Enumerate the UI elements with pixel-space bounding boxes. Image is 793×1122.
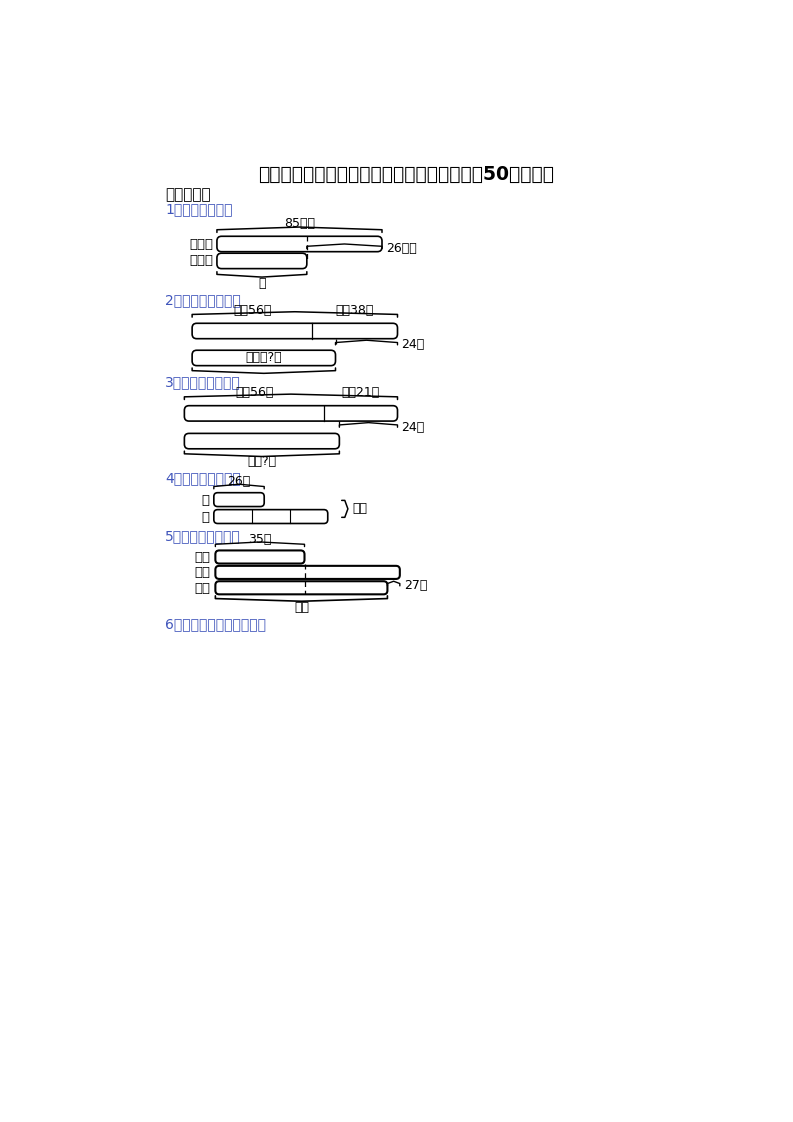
Text: 梨树38棵: 梨树38棵: [335, 304, 374, 316]
Text: 3．看图列式计算。: 3．看图列式计算。: [165, 376, 241, 389]
FancyBboxPatch shape: [216, 551, 305, 563]
Text: 鸡: 鸡: [201, 494, 209, 507]
Text: 5．看图列式解答。: 5．看图列式解答。: [165, 530, 241, 543]
FancyBboxPatch shape: [185, 433, 339, 449]
Text: 24个: 24个: [401, 421, 424, 434]
Text: 2．看图列式计算。: 2．看图列式计算。: [165, 293, 241, 307]
FancyBboxPatch shape: [214, 509, 328, 524]
Text: 24棵: 24棵: [401, 339, 424, 351]
Text: 红花: 红花: [195, 567, 211, 579]
Text: ？: ？: [259, 277, 266, 289]
FancyBboxPatch shape: [217, 254, 307, 268]
Text: 26只: 26只: [228, 476, 251, 488]
FancyBboxPatch shape: [185, 406, 397, 421]
Text: 85千克: 85千克: [284, 218, 315, 230]
FancyBboxPatch shape: [214, 493, 264, 506]
Text: 蓝花: 蓝花: [195, 551, 211, 564]
Text: ？朵: ？朵: [294, 601, 309, 614]
Text: 苹果树?棵: 苹果树?棵: [246, 351, 282, 365]
FancyBboxPatch shape: [216, 581, 388, 595]
Text: ？只: ？只: [353, 503, 367, 515]
Text: 黄花: 黄花: [195, 581, 211, 595]
Text: 4．看图列式解答。: 4．看图列式解答。: [165, 471, 241, 485]
Text: 篮球56个: 篮球56个: [235, 386, 274, 399]
Text: 35朵: 35朵: [248, 533, 272, 546]
Text: 鸭: 鸭: [201, 511, 209, 524]
FancyBboxPatch shape: [216, 565, 400, 579]
Text: 一、选择题: 一、选择题: [165, 187, 211, 202]
FancyBboxPatch shape: [192, 350, 335, 366]
Text: 排球21个: 排球21个: [342, 386, 380, 399]
Text: 6．看图列式计算并解答。: 6．看图列式计算并解答。: [165, 617, 266, 632]
Text: 足球?个: 足球?个: [247, 456, 277, 468]
Text: 桃树56棵: 桃树56棵: [233, 304, 271, 316]
FancyBboxPatch shape: [192, 323, 397, 339]
Text: 青菜：: 青菜：: [190, 238, 214, 251]
Text: 1．看图列算式。: 1．看图列算式。: [165, 202, 232, 217]
Text: 萝卜：: 萝卜：: [190, 255, 214, 267]
Text: 小学三年级数学上册期末复习试卷应用题大全50题及答案: 小学三年级数学上册期末复习试卷应用题大全50题及答案: [258, 165, 554, 184]
Text: 26千克: 26千克: [386, 242, 416, 255]
Text: 27朵: 27朵: [404, 579, 427, 592]
FancyBboxPatch shape: [217, 237, 382, 251]
